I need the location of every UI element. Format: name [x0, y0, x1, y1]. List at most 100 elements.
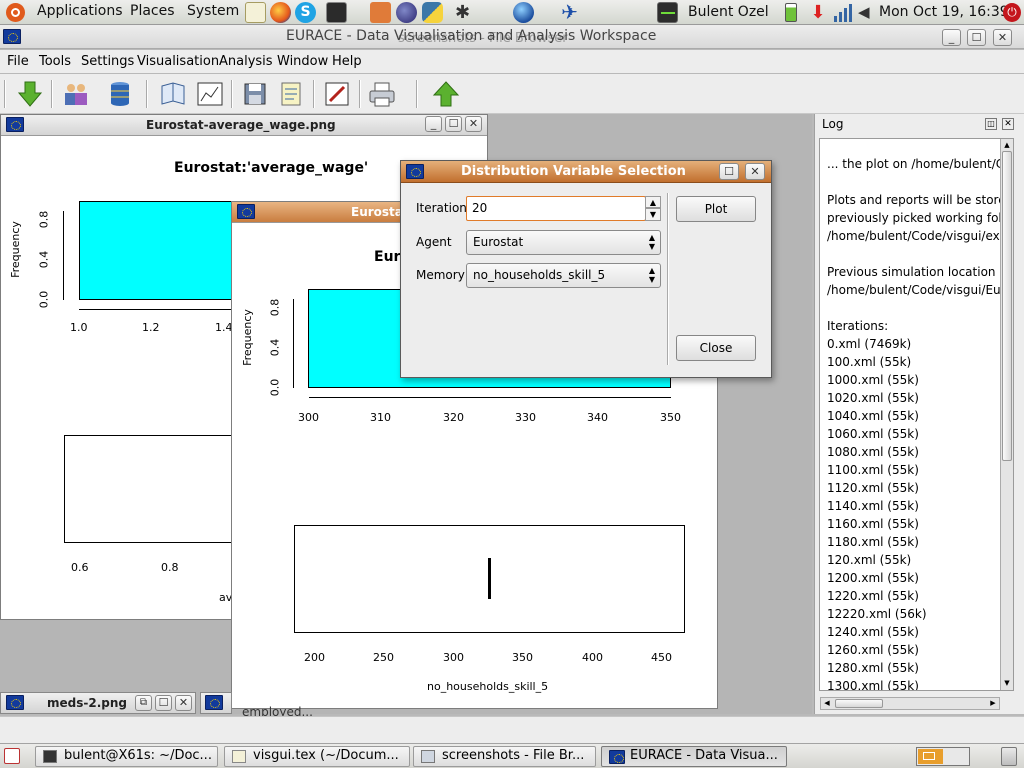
software-center-launcher-icon[interactable] [370, 2, 391, 23]
volume-icon[interactable]: ◀ [858, 3, 870, 21]
scroll-left-icon[interactable]: ◀ [824, 699, 830, 707]
eclipse-launcher-icon[interactable] [396, 2, 417, 23]
maximize-button[interactable]: ☐ [967, 29, 986, 46]
terminal-launcher-icon[interactable] [326, 2, 347, 23]
menu-visualisation[interactable]: Visualisation [137, 54, 220, 69]
firefox-launcher-icon[interactable] [270, 2, 291, 23]
google-earth-launcher-icon[interactable] [513, 2, 534, 23]
agent-combobox[interactable]: Eurostat ▲ ▼ [466, 230, 661, 255]
window-eu-flag-icon [205, 695, 223, 710]
close-button[interactable]: ✕ [993, 29, 1012, 46]
places-menu[interactable]: Places [130, 3, 175, 19]
y-tick-label: 0.4 [37, 250, 51, 269]
file-browser-icon [421, 750, 435, 763]
ubuntu-logo-icon[interactable] [6, 3, 25, 22]
scroll-thumb[interactable] [1002, 151, 1012, 461]
app-eu-flag-icon[interactable] [3, 29, 21, 44]
menu-file[interactable]: File [7, 54, 29, 69]
menu-window[interactable]: Window [277, 54, 329, 69]
python-launcher-icon[interactable] [422, 2, 443, 23]
iteration-value[interactable]: 20 [472, 201, 488, 215]
users-icon[interactable] [61, 79, 91, 109]
y-axis-line [293, 299, 294, 388]
close-button[interactable]: Close [676, 335, 756, 361]
shutdown-icon[interactable]: ⏻ [1003, 3, 1021, 22]
log-horizontal-scrollbar[interactable]: ◀ ▶ [820, 697, 1000, 710]
combo-arrows-icon: ▲ ▼ [648, 233, 655, 251]
show-desktop-icon[interactable] [4, 748, 20, 764]
task-eurace[interactable]: EURACE - Data Visua... [601, 746, 787, 767]
scroll-h-thumb[interactable] [835, 699, 883, 708]
scroll-up-icon[interactable]: ▲ [1004, 141, 1010, 149]
menu-analysis[interactable]: Analysis [219, 54, 273, 69]
menu-help[interactable]: Help [332, 54, 362, 69]
dock-float-icon[interactable]: ◫ [985, 118, 997, 130]
minimized-window-stub[interactable] [200, 692, 232, 714]
network-signal-icon[interactable] [834, 4, 852, 22]
log-text-area[interactable]: ... the plot on /home/bulent/Code Plots a… [819, 138, 1014, 691]
edit-icon[interactable] [322, 79, 352, 109]
log-line: /home/bulent/Code/visgui/exper [827, 229, 1014, 243]
notes-icon[interactable] [276, 79, 306, 109]
plot-button[interactable]: Plot [676, 196, 756, 222]
log-vertical-scrollbar[interactable]: ▲ ▼ [1000, 139, 1013, 690]
system-monitor-icon[interactable] [657, 2, 678, 23]
database-icon[interactable] [105, 79, 135, 109]
user-name[interactable]: Bulent Ozel [688, 4, 769, 20]
close-button[interactable]: ✕ [175, 695, 192, 711]
minimized-window-employed[interactable]: employed... [242, 705, 313, 719]
clock[interactable]: Mon Oct 19, 16:39 [879, 4, 1009, 20]
minimized-window-meds[interactable]: meds-2.png ⧉ ☐ ✕ [0, 692, 196, 714]
dialog-titlebar[interactable]: Distribution Variable Selection ☐ ✕ [401, 161, 771, 183]
task-file-browser[interactable]: screenshots - File Br... [413, 746, 596, 767]
dock-close-icon[interactable]: ✕ [1002, 118, 1014, 130]
boxplot-frame [64, 435, 244, 543]
text-editor-launcher-icon[interactable] [245, 2, 266, 23]
satellite-launcher-icon[interactable]: ✱ [454, 2, 471, 23]
task-text-editor[interactable]: visgui.tex (~/Docum... [224, 746, 410, 767]
upload-up-arrow-icon[interactable] [431, 79, 461, 109]
toolbar-separator [416, 80, 418, 108]
main-window-titlebar[interactable]: screenshots - File Browser EURACE - Data… [0, 25, 1024, 49]
log-line: 1080.xml (55k) [827, 445, 919, 459]
spin-up-icon[interactable]: ▲ [645, 196, 661, 208]
workspace-switcher[interactable] [916, 747, 970, 766]
scroll-right-icon[interactable]: ▶ [990, 699, 996, 707]
x-tick-label: 350 [512, 651, 533, 664]
save-icon[interactable] [240, 79, 270, 109]
scroll-down-icon[interactable]: ▼ [1004, 679, 1010, 687]
battery-icon [785, 3, 797, 22]
x-tick-label: 400 [582, 651, 603, 664]
plot-window-titlebar[interactable]: Eurostat-average_wage.png _ ☐ ✕ [1, 115, 487, 136]
dialog-close-x-button[interactable]: ✕ [745, 163, 765, 180]
maximize-button[interactable]: ☐ [155, 695, 172, 711]
chart-image-icon[interactable] [195, 79, 225, 109]
x-tick-label: 310 [370, 411, 391, 424]
skype-launcher-icon[interactable]: S [295, 2, 316, 23]
restore-button[interactable]: ⧉ [135, 695, 152, 711]
menu-tools[interactable]: Tools [39, 54, 72, 69]
print-icon[interactable] [367, 79, 397, 109]
minimize-button[interactable]: _ [942, 29, 961, 46]
book-icon[interactable] [158, 79, 188, 109]
memory-combobox[interactable]: no_households_skill_5 ▲ ▼ [466, 263, 661, 288]
task-terminal[interactable]: bulent@X61s: ~/Doc... [35, 746, 218, 767]
distribution-variable-dialog[interactable]: Distribution Variable Selection ☐ ✕ Iter… [400, 160, 772, 378]
subwindow-minimize-button[interactable]: _ [425, 116, 442, 132]
applications-menu[interactable]: Applications [37, 3, 123, 19]
bottom-taskbar: bulent@X61s: ~/Doc... visgui.tex (~/Docu… [0, 743, 1024, 768]
spin-down-icon[interactable]: ▼ [645, 208, 661, 221]
task-label: screenshots - File Br... [442, 748, 585, 763]
menu-settings[interactable]: Settings [81, 54, 135, 69]
subwindow-maximize-button[interactable]: ☐ [445, 116, 462, 132]
y-tick-label: 0.8 [37, 210, 51, 229]
subwindow-close-button[interactable]: ✕ [465, 116, 482, 132]
load-down-arrow-icon[interactable] [15, 79, 45, 109]
dialog-maximize-button[interactable]: ☐ [719, 163, 739, 180]
update-notifier-icon[interactable]: ⬇ [810, 2, 826, 23]
trash-icon[interactable] [1001, 747, 1017, 766]
system-menu[interactable]: System [187, 3, 240, 19]
log-line: Previous simulation location is av [827, 265, 1014, 279]
iteration-spinbox[interactable]: 20 [466, 196, 646, 221]
bird-launcher-icon[interactable]: ✈ [561, 0, 578, 24]
